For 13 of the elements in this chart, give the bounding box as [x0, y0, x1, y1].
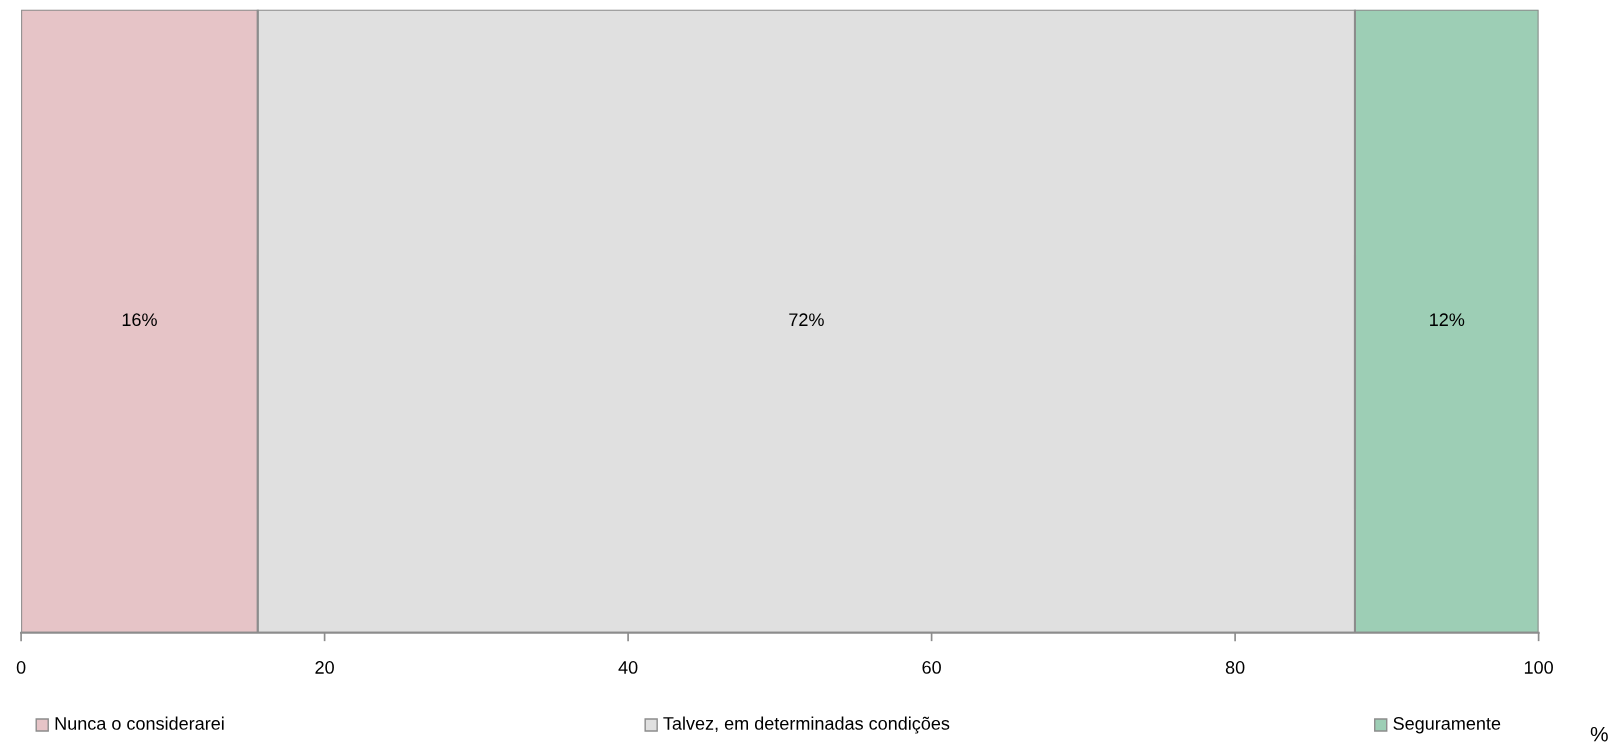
x-tick-label: 80	[1225, 661, 1245, 674]
x-tick-label: 100	[1524, 661, 1553, 674]
x-tick-label: 0	[16, 661, 26, 674]
legend-label: Talvez, em determinadas condições	[663, 716, 950, 734]
legend-label: Nunca o considerarei	[55, 716, 224, 730]
data-label: 72%	[789, 313, 824, 327]
data-label: 12%	[1430, 313, 1465, 327]
x-tick-label: 20	[315, 661, 334, 674]
x-tick-label: 40	[618, 661, 638, 674]
data-label: 16%	[122, 313, 157, 327]
legend-label: Seguramente	[1393, 717, 1501, 734]
x-axis-title: %	[1590, 726, 1608, 742]
x-tick-label: 60	[922, 661, 941, 674]
